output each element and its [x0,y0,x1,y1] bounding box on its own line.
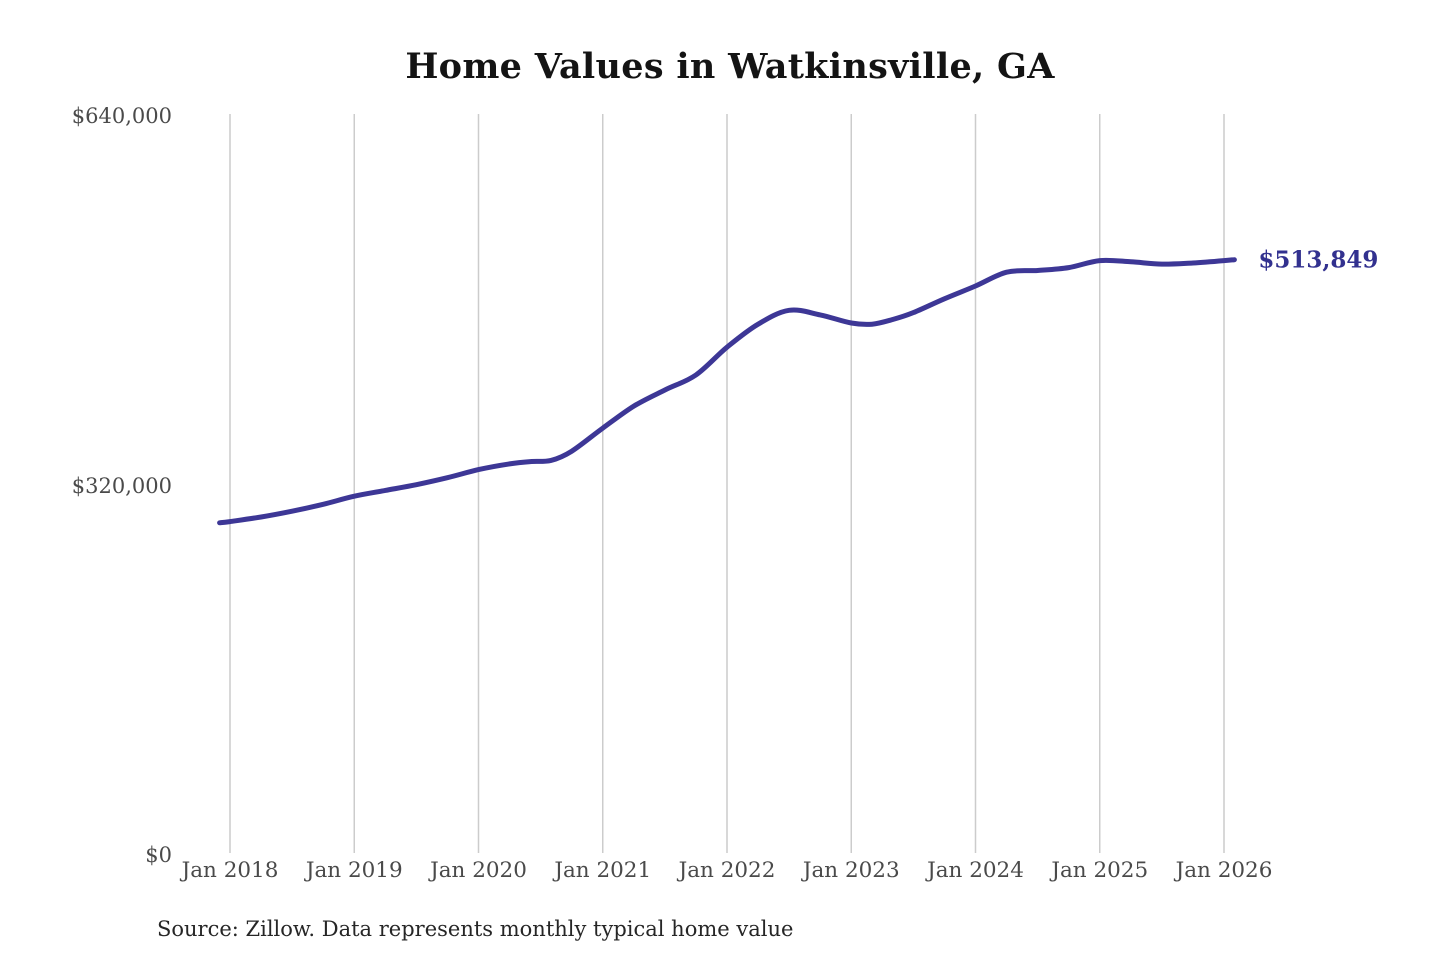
chart-title: Home Values in Watkinsville, GA [405,46,1055,87]
home-value-line [217,257,1237,526]
latest-value-label: $513,849 [1258,246,1379,274]
x-axis-tick-label: Jan 2018 [181,858,279,883]
x-axis-tick-label: Jan 2022 [678,858,776,883]
y-axis-tick-label: $320,000 [71,473,172,498]
x-axis-tick-label: Jan 2020 [430,858,527,883]
x-axis-tick-label: Jan 2023 [802,858,900,883]
y-axis-tick-label: $640,000 [71,104,172,128]
source-note: Source: Zillow. Data represents monthly … [157,917,794,941]
x-axis-tick-label: Jan 2019 [305,858,403,883]
y-axis-tick-label: $0 [145,843,172,867]
x-axis-tick-label: Jan 2025 [1051,858,1149,883]
x-axis-tick-label: Jan 2024 [927,858,1024,883]
x-axis-tick-label: Jan 2021 [554,858,652,883]
x-axis-tick-label: Jan 2026 [1175,858,1273,883]
